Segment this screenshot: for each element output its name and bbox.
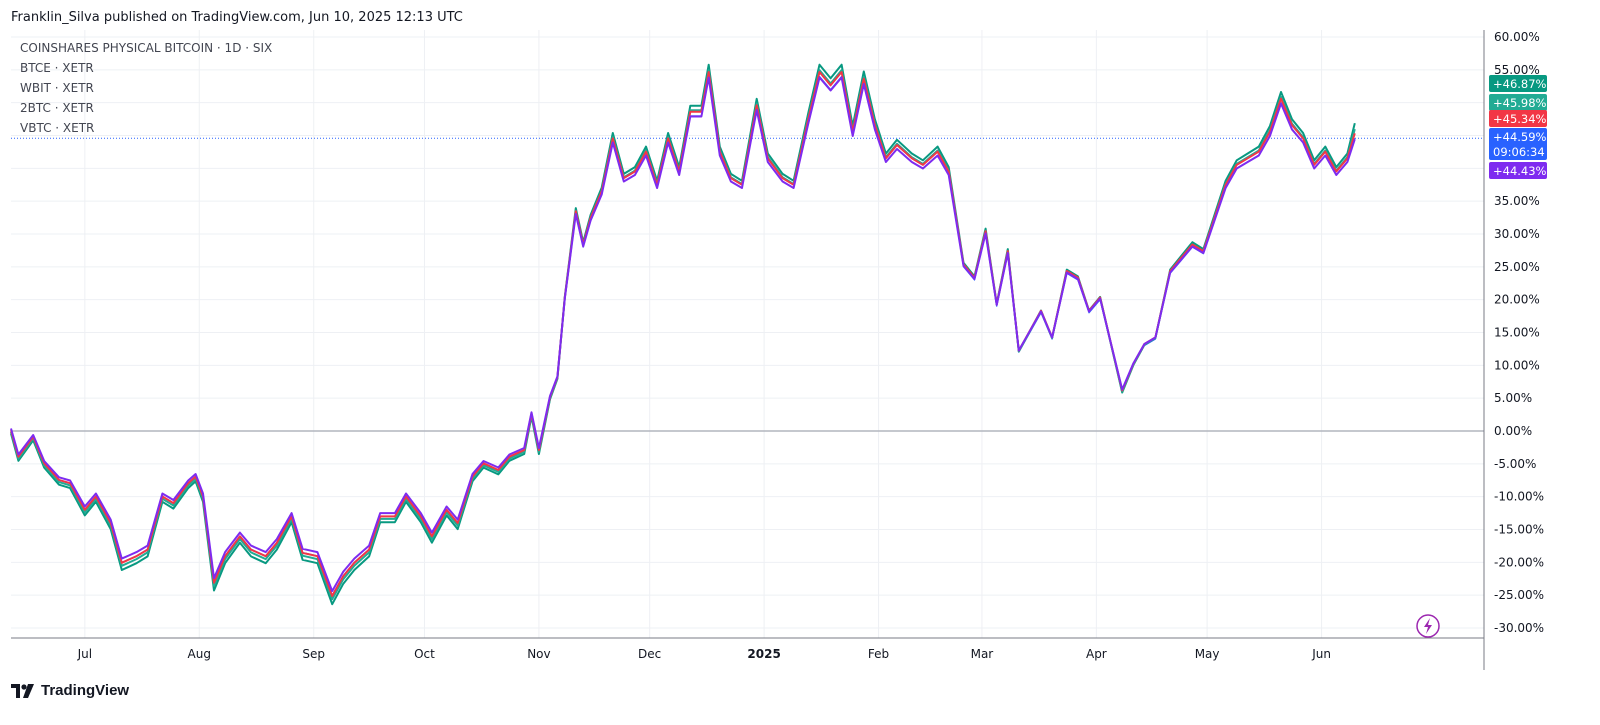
x-tick-label: Apr — [1086, 647, 1107, 661]
y-tick-label: -25.00% — [1494, 588, 1544, 602]
y-tick-label: 5.00% — [1494, 391, 1532, 405]
legend-series-vbtc: VBTC · XETR — [20, 121, 94, 135]
y-tick-label: 15.00% — [1494, 326, 1540, 340]
y-tick-label: 10.00% — [1494, 358, 1540, 372]
x-tick-label: Oct — [414, 647, 435, 661]
last-value-badge-text: +44.43% — [1493, 164, 1547, 178]
x-tick-label: Aug — [188, 647, 211, 661]
legend-title: COINSHARES PHYSICAL BITCOIN · 1D · SIX — [20, 41, 272, 55]
x-tick-label: Feb — [868, 647, 889, 661]
series-line-3 — [10, 76, 1356, 593]
x-tick-label: Dec — [638, 647, 661, 661]
time-scale[interactable]: Jul Aug Sep Oct Nov Dec 2025 Feb Mar Apr May Jun — [77, 647, 1331, 661]
y-tick-label: -30.00% — [1494, 621, 1544, 635]
legend-series-wbit: WBIT · XETR — [20, 81, 94, 95]
y-tick-label: 35.00% — [1494, 194, 1540, 208]
x-tick-label: Nov — [527, 647, 550, 661]
lightning-icon[interactable] — [1416, 614, 1440, 638]
x-tick-label: Jun — [1311, 647, 1331, 661]
x-tick-label: Mar — [971, 647, 994, 661]
last-value-badge — [1489, 94, 1547, 111]
chart-legend: COINSHARES PHYSICAL BITCOIN · 1D · SIX B… — [20, 41, 272, 135]
y-tick-label: 20.00% — [1494, 293, 1540, 307]
y-tick-label: 25.00% — [1494, 260, 1540, 274]
publication-header: Franklin_Silva published on TradingView.… — [11, 10, 463, 25]
y-tick-label: -20.00% — [1494, 555, 1544, 569]
last-value-badge — [1489, 110, 1547, 127]
last-value-badge-text: +44.59% — [1493, 130, 1547, 144]
footer-branding: TradingView — [11, 682, 129, 699]
last-value-badge — [1489, 162, 1547, 179]
legend-series-btce: BTCE · XETR — [20, 61, 94, 75]
y-tick-label: -5.00% — [1494, 457, 1536, 471]
y-tick-label: 55.00% — [1494, 63, 1540, 77]
y-tick-label: -15.00% — [1494, 523, 1544, 537]
x-tick-label: Sep — [302, 647, 325, 661]
countdown-text: 09:06:34 — [1493, 145, 1545, 159]
tradingview-logo-icon — [11, 683, 34, 698]
last-value-badge-text: +45.98% — [1493, 96, 1547, 110]
y-tick-label: 60.00% — [1494, 30, 1540, 44]
last-value-badge-text: +46.87% — [1493, 77, 1547, 91]
series-lines — [10, 63, 1356, 606]
last-value-badge-text: +45.34% — [1493, 112, 1547, 126]
y-tick-label: -10.00% — [1494, 490, 1544, 504]
y-tick-label: 0.00% — [1494, 424, 1532, 438]
last-value-badges: +46.87% +45.98% +45.34% +44.59%09:06:34 +44.… — [1489, 75, 1547, 179]
footer-brand-text: TradingView — [41, 682, 130, 699]
x-tick-label: 2025 — [747, 647, 780, 661]
x-tick-label: May — [1195, 647, 1220, 661]
last-value-badge — [1489, 128, 1547, 160]
last-value-badge — [1489, 75, 1547, 92]
x-tick-label: Jul — [77, 647, 92, 661]
y-tick-label: 30.00% — [1494, 227, 1540, 241]
legend-series-2btc: 2BTC · XETR — [20, 101, 94, 115]
